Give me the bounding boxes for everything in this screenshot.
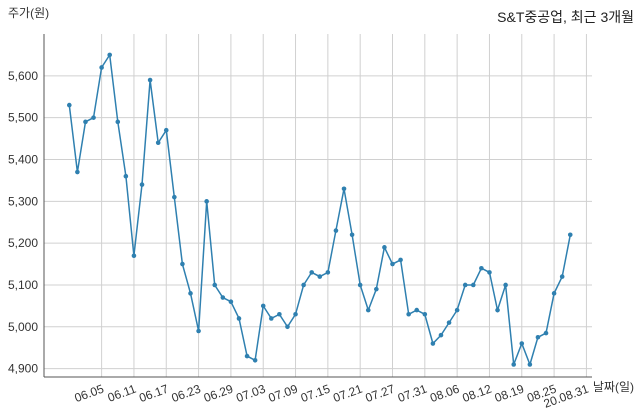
data-point — [357, 282, 363, 288]
data-point — [204, 199, 209, 204]
x-tick-label: 06.29 — [202, 382, 235, 406]
data-point — [83, 119, 88, 125]
x-tick-label: 08.12 — [460, 382, 493, 406]
data-point — [277, 311, 282, 317]
axes — [43, 34, 592, 378]
data-point — [107, 52, 112, 58]
data-point — [75, 169, 80, 175]
data-point — [301, 282, 306, 288]
data-point — [551, 291, 557, 296]
data-point — [454, 307, 460, 313]
data-point — [527, 362, 533, 367]
data-point — [333, 228, 339, 233]
x-axis-label: 날짜(일) — [593, 380, 634, 394]
data-point — [567, 232, 573, 238]
data-point — [252, 357, 258, 363]
data-point — [390, 261, 395, 267]
data-point — [155, 140, 161, 146]
data-point — [196, 328, 201, 334]
data-point — [172, 194, 177, 200]
y-tick-labels: 4,900 5,000 5,100 5,200 5,300 5,400 5,500 5,600 — [8, 69, 38, 376]
data-point — [220, 295, 226, 300]
data-point — [495, 307, 500, 313]
data-point — [309, 270, 315, 275]
data-point — [325, 270, 331, 275]
data-point — [462, 282, 468, 288]
x-tick-label: 07.31 — [396, 382, 429, 406]
data-point — [236, 316, 242, 321]
data-point — [511, 362, 516, 367]
x-tick-label: 07.09 — [267, 382, 300, 406]
data-point — [349, 232, 355, 238]
data-point — [163, 127, 169, 133]
chart-title: S&T중공업, 최근 3개월 — [497, 9, 634, 25]
data-point — [374, 286, 379, 292]
data-point — [317, 274, 323, 279]
x-tick-label: 07.15 — [299, 382, 332, 406]
data-point — [260, 303, 266, 309]
y-tick-label: 5,400 — [8, 152, 38, 166]
y-tick-label: 5,100 — [8, 278, 38, 292]
y-tick-label: 4,900 — [8, 362, 38, 376]
grid-lines — [44, 34, 592, 377]
data-point — [422, 311, 428, 317]
data-point — [559, 274, 565, 279]
data-point — [180, 261, 185, 267]
data-point — [438, 332, 444, 338]
data-point — [479, 265, 484, 271]
data-point — [99, 65, 104, 70]
x-tick-label: 06.05 — [73, 382, 106, 406]
data-point — [430, 341, 436, 346]
data-point — [67, 102, 72, 108]
data-point — [244, 353, 250, 359]
data-point — [519, 341, 525, 346]
data-point — [543, 330, 549, 336]
data-point — [365, 307, 371, 313]
data-point — [269, 316, 274, 321]
y-tick-label: 5,600 — [8, 69, 38, 83]
data-point — [398, 257, 403, 263]
price-series-line — [68, 52, 572, 367]
y-axis-label: 주가(원) — [8, 6, 49, 20]
x-tick-labels: 06.05 06.11 06.17 06.23 06.29 07.03 07.09 07.15… — [73, 382, 591, 411]
x-tick-label: 08.19 — [493, 382, 526, 406]
data-point — [382, 245, 387, 250]
y-tick-label: 5,200 — [8, 236, 38, 250]
x-tick-label: 07.03 — [234, 382, 267, 406]
data-point — [188, 291, 193, 296]
x-tick-label: 06.11 — [106, 382, 138, 405]
data-point — [503, 282, 508, 288]
x-tick-label: 06.23 — [170, 382, 203, 406]
x-tick-label: 06.17 — [137, 382, 170, 406]
data-point — [139, 182, 145, 187]
x-tick-label: 07.27 — [364, 382, 397, 406]
data-point — [147, 77, 153, 83]
data-point — [212, 282, 218, 288]
data-point — [91, 115, 96, 120]
y-tick-label: 5,000 — [8, 320, 38, 334]
data-point — [285, 324, 290, 330]
data-point — [293, 311, 298, 317]
data-point — [341, 186, 347, 192]
y-tick-label: 5,500 — [8, 111, 38, 125]
x-tick-label: 07.21 — [331, 382, 364, 406]
data-point — [406, 311, 411, 317]
data-point — [228, 299, 234, 305]
data-point — [414, 307, 420, 313]
data-point — [123, 173, 129, 179]
data-point — [131, 253, 137, 258]
data-point — [115, 119, 121, 125]
data-point — [487, 270, 492, 275]
data-point — [535, 334, 541, 340]
data-point — [446, 320, 452, 325]
data-point — [471, 282, 476, 288]
y-tick-label: 5,300 — [8, 194, 38, 208]
x-tick-label: 08.06 — [428, 382, 461, 406]
price-points — [67, 52, 573, 367]
